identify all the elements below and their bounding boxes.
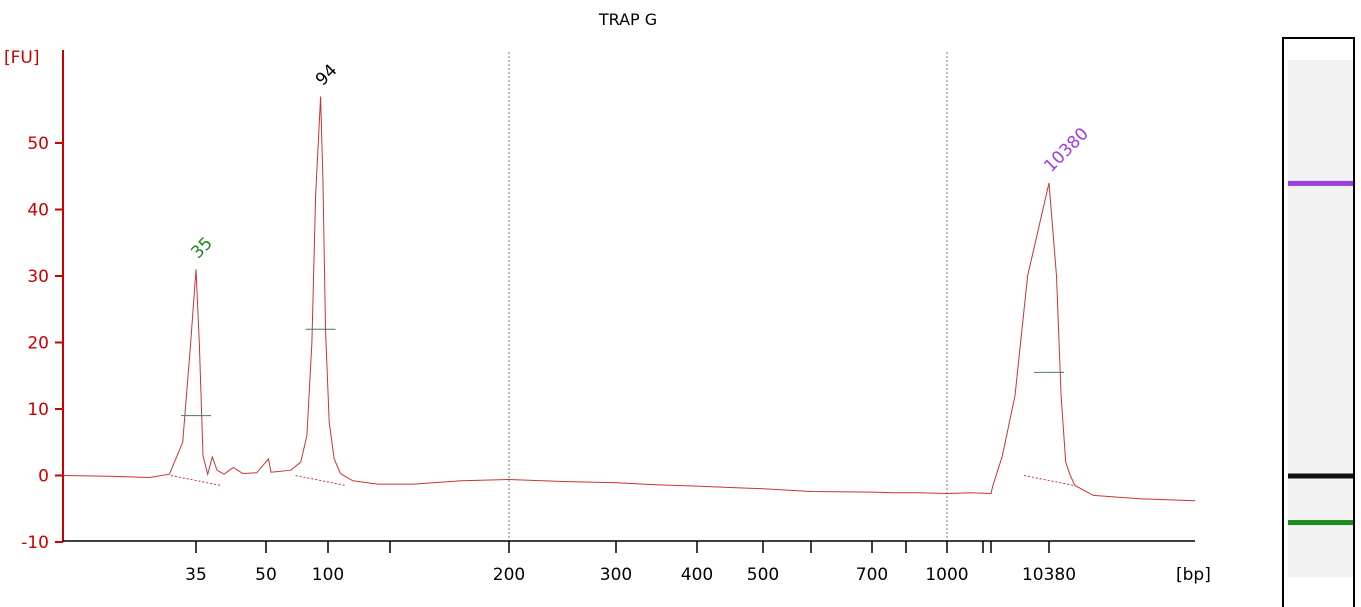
x-tick-label: 500 [747, 565, 779, 585]
x-tick-label: 10380 [1022, 565, 1076, 585]
peak-baseline [170, 475, 222, 486]
trace-layer [62, 96, 1196, 502]
x-tick-label: 50 [255, 565, 277, 585]
y-tick-label: 50 [27, 134, 49, 154]
peak-label: 35 [187, 233, 216, 262]
y-tick-label: 40 [27, 201, 49, 221]
y-tick-label: 0 [38, 467, 49, 487]
x-tick-label: 1000 [925, 565, 968, 585]
y-axis-unit-label: [FU] [4, 48, 40, 68]
gel-band [1288, 520, 1353, 526]
x-tick-label: 35 [185, 565, 207, 585]
x-tick-label: 300 [600, 565, 632, 585]
y-tick-label: 30 [27, 267, 49, 287]
x-axis-unit-label: [bp] [1176, 565, 1211, 585]
gel-lane [1282, 37, 1355, 607]
x-tick-label: 200 [493, 565, 525, 585]
gel-band [1288, 180, 1353, 186]
y-tick-label: 10 [27, 400, 49, 420]
peak-baseline [1023, 475, 1075, 486]
x-tick-label: 100 [312, 565, 344, 585]
y-tick-label: 20 [27, 334, 49, 354]
peak-label: 94 [312, 61, 341, 90]
trace-line [62, 96, 1196, 502]
peak-annotations: 35 94 10380 [170, 61, 1093, 486]
x-tick-label: 400 [681, 565, 713, 585]
y-tick-label: -10 [21, 533, 49, 553]
gel-lane-background [1288, 60, 1353, 577]
grid-layer [508, 52, 948, 540]
gel-bands [1288, 180, 1353, 526]
peak-label: 10380 [1040, 124, 1092, 176]
gel-band [1288, 473, 1353, 479]
y-ticks: -10 0 10 20 30 40 50 [21, 134, 63, 553]
chart-title: TRAP G [598, 10, 657, 29]
x-ticks: 35 50 100 200 300 400 500 700 1000 10380 [185, 541, 1076, 585]
x-tick-label: 700 [856, 565, 888, 585]
peak-baseline [295, 475, 346, 486]
